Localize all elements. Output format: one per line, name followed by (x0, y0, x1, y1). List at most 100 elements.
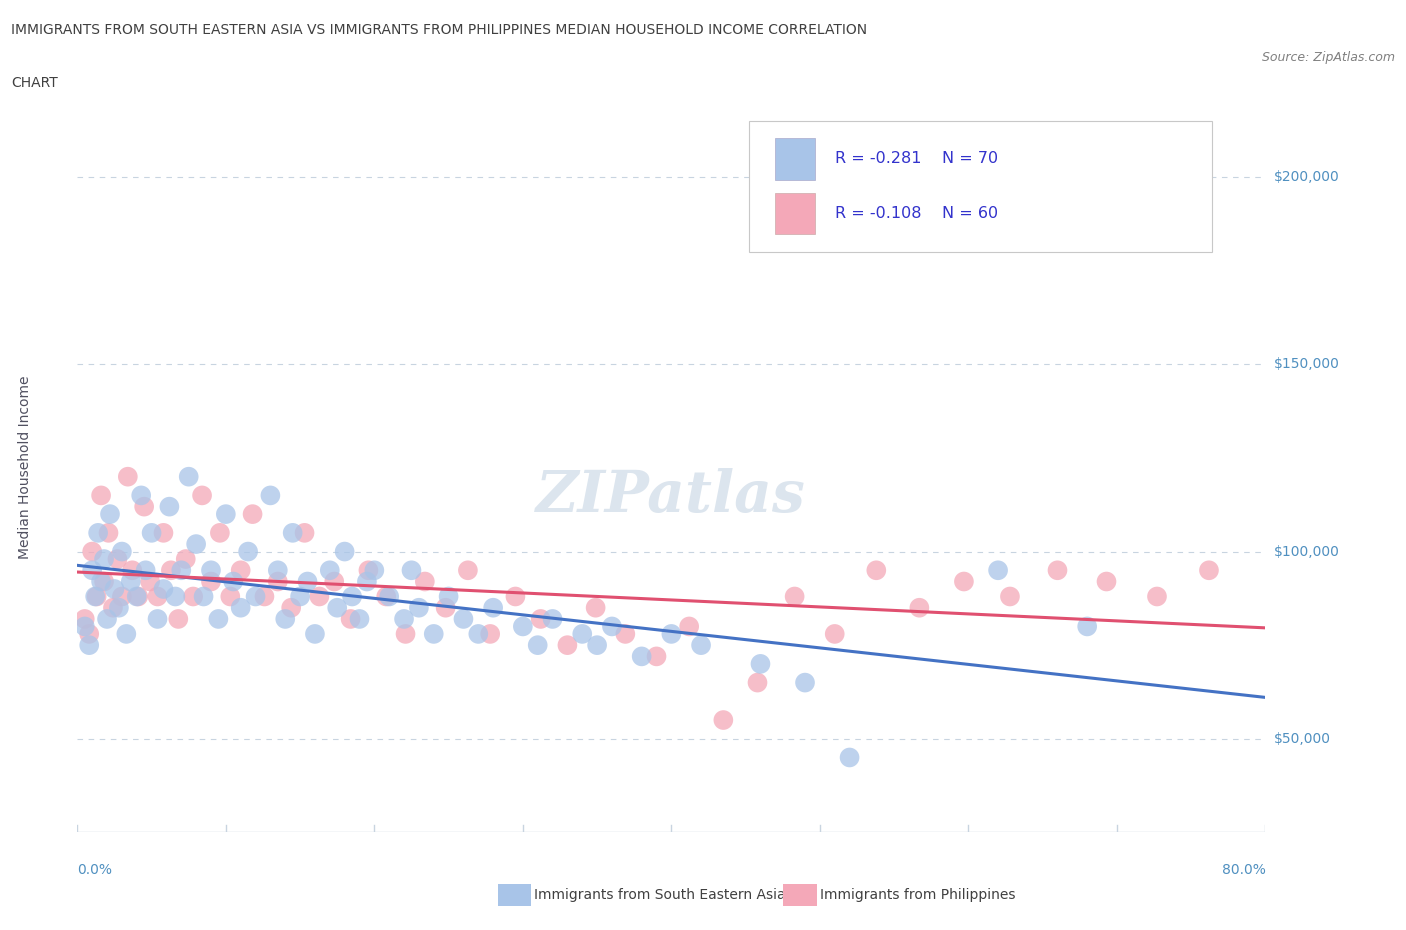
Point (505, 589, 527, 604)
Point (1146, 589, 1168, 604)
Point (339, 612, 361, 627)
Point (1095, 574, 1118, 589)
Point (422, 627, 444, 642)
Point (121, 563, 143, 578)
Point (177, 470, 200, 485)
Point (267, 563, 290, 578)
Text: 0.0%: 0.0% (77, 863, 112, 877)
Point (98, 507, 121, 522)
Point (333, 544, 356, 559)
Point (82, 563, 104, 578)
Point (600, 619, 623, 634)
Point (77, 638, 100, 653)
Point (245, 589, 267, 604)
Point (308, 589, 330, 604)
Point (401, 563, 423, 578)
Point (267, 574, 290, 589)
Point (165, 589, 187, 604)
Point (229, 563, 252, 578)
Point (129, 488, 152, 503)
Point (340, 589, 363, 604)
FancyBboxPatch shape (775, 193, 815, 234)
Point (152, 581, 174, 596)
Point (146, 589, 169, 604)
Point (259, 488, 281, 503)
Point (749, 657, 772, 671)
FancyBboxPatch shape (748, 121, 1212, 252)
Point (987, 563, 1010, 578)
Point (127, 589, 149, 604)
Point (253, 589, 276, 604)
Text: IMMIGRANTS FROM SOUTH EASTERN ASIA VS IMMIGRANTS FROM PHILIPPINES MEDIAN HOUSEHO: IMMIGRANTS FROM SOUTH EASTERN ASIA VS IM… (11, 23, 868, 37)
Point (479, 627, 502, 642)
Point (614, 627, 637, 642)
Point (174, 551, 197, 566)
Point (434, 600, 457, 615)
Point (467, 627, 489, 642)
Text: CHART: CHART (11, 76, 58, 90)
Text: $200,000: $200,000 (1274, 170, 1340, 184)
Point (824, 627, 846, 642)
Point (87, 525, 110, 540)
Point (208, 525, 231, 540)
Point (1046, 563, 1069, 578)
Text: Immigrants from Philippines: Immigrants from Philippines (820, 887, 1015, 902)
Point (86, 589, 108, 604)
Point (281, 525, 304, 540)
Point (357, 563, 380, 578)
Point (146, 612, 169, 627)
Point (783, 589, 806, 604)
Point (186, 537, 208, 551)
Point (93, 551, 115, 566)
Point (394, 627, 416, 642)
Point (1198, 563, 1220, 578)
Point (73, 612, 96, 627)
Text: Median Household Income: Median Household Income (17, 376, 31, 559)
Point (585, 600, 607, 615)
Text: $100,000: $100,000 (1274, 545, 1340, 559)
Point (139, 574, 162, 589)
Point (181, 589, 204, 604)
Point (363, 563, 385, 578)
Point (288, 589, 311, 604)
Point (242, 507, 264, 522)
Point (101, 600, 124, 615)
Point (571, 627, 593, 642)
Point (297, 574, 319, 589)
Point (690, 638, 713, 653)
Point (73, 619, 96, 634)
Point (794, 675, 817, 690)
Point (103, 581, 125, 596)
Point (193, 589, 215, 604)
Point (90, 574, 112, 589)
Point (512, 619, 534, 634)
Point (1076, 619, 1098, 634)
Point (304, 627, 326, 642)
Point (97, 525, 120, 540)
Point (125, 589, 148, 604)
Text: ZIPatlas: ZIPatlas (537, 469, 806, 525)
Point (200, 574, 222, 589)
Point (134, 499, 156, 514)
Point (437, 589, 460, 604)
Point (349, 612, 371, 627)
Point (747, 675, 769, 690)
Point (408, 600, 430, 615)
Text: R = -0.108    N = 60: R = -0.108 N = 60 (835, 206, 998, 221)
Point (586, 638, 609, 653)
Point (392, 612, 415, 627)
Point (215, 507, 238, 522)
Point (229, 600, 252, 615)
Point (541, 612, 564, 627)
Point (280, 600, 302, 615)
Point (108, 600, 131, 615)
Point (711, 712, 734, 727)
Point (661, 627, 683, 642)
Point (838, 750, 860, 764)
Point (319, 563, 342, 578)
Text: Immigrants from South Eastern Asia: Immigrants from South Eastern Asia (534, 887, 786, 902)
Point (117, 470, 139, 485)
Text: Source: ZipAtlas.com: Source: ZipAtlas.com (1261, 51, 1395, 64)
Point (526, 638, 548, 653)
Point (630, 649, 652, 664)
